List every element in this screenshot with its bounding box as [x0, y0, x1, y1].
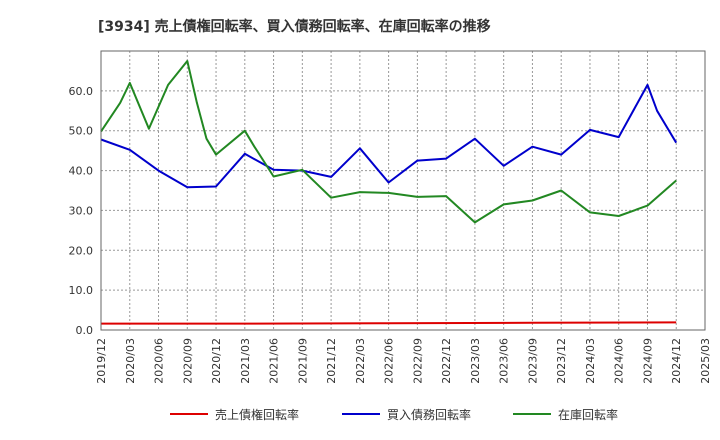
y-tick-label: 20.0 [69, 244, 94, 257]
y-tick-label: 50.0 [69, 125, 94, 138]
y-tick-label: 30.0 [69, 204, 94, 217]
x-tick-label: 2025/03 [699, 338, 712, 384]
x-tick-label: 2023/03 [469, 338, 482, 384]
x-tick-label: 2022/03 [354, 338, 367, 384]
x-tick-label: 2023/09 [526, 338, 539, 384]
x-tick-label: 2024/09 [641, 338, 654, 384]
x-tick-label: 2020/06 [153, 338, 166, 384]
plot-area-border [100, 50, 706, 331]
x-tick-label: 2021/12 [325, 338, 338, 384]
x-tick-label: 2024/06 [613, 338, 626, 384]
grid [101, 51, 705, 330]
legend: 売上債権回転率 買入債務回転率 在庫回転率 [170, 407, 618, 422]
x-tick-label: 2021/03 [239, 338, 252, 384]
y-tick-label: 0.0 [76, 324, 94, 337]
series-line-2 [100, 60, 677, 224]
legend-label-2: 在庫回転率 [558, 407, 618, 422]
y-axis: 0.0 10.0 20.0 30.0 40.0 50.0 60.0 [69, 85, 94, 337]
series-line-0 [101, 321, 677, 325]
x-tick-label: 2023/06 [498, 338, 511, 384]
x-tick-label: 2021/09 [296, 338, 309, 384]
y-tick-label: 10.0 [69, 284, 94, 297]
y-tick-label: 40.0 [69, 165, 94, 178]
x-tick-label: 2021/06 [268, 338, 281, 384]
x-tick-label: 2023/12 [555, 338, 568, 384]
x-tick-label: 2019/12 [95, 338, 108, 384]
x-axis: 2019/12 2020/03 2020/06 2020/09 2020/12 2021/… [95, 338, 712, 384]
x-tick-label: 2020/03 [124, 338, 137, 384]
series-layer [100, 60, 678, 325]
x-tick-label: 2022/09 [411, 338, 424, 384]
x-tick-label: 2022/06 [383, 338, 396, 384]
x-tick-label: 2024/12 [670, 338, 683, 384]
series-line-1 [100, 83, 678, 189]
legend-label-1: 買入債務回転率 [387, 407, 471, 422]
x-tick-label: 2024/03 [584, 338, 597, 384]
x-tick-label: 2020/09 [181, 338, 194, 384]
x-tick-label: 2020/12 [210, 338, 223, 384]
x-tick-label: 2022/12 [440, 338, 453, 384]
legend-label-0: 売上債権回転率 [215, 407, 299, 422]
chart-title: [3934] 売上債権回転率、買入債務回転率、在庫回転率の推移 [98, 18, 491, 35]
y-tick-label: 60.0 [69, 85, 94, 98]
